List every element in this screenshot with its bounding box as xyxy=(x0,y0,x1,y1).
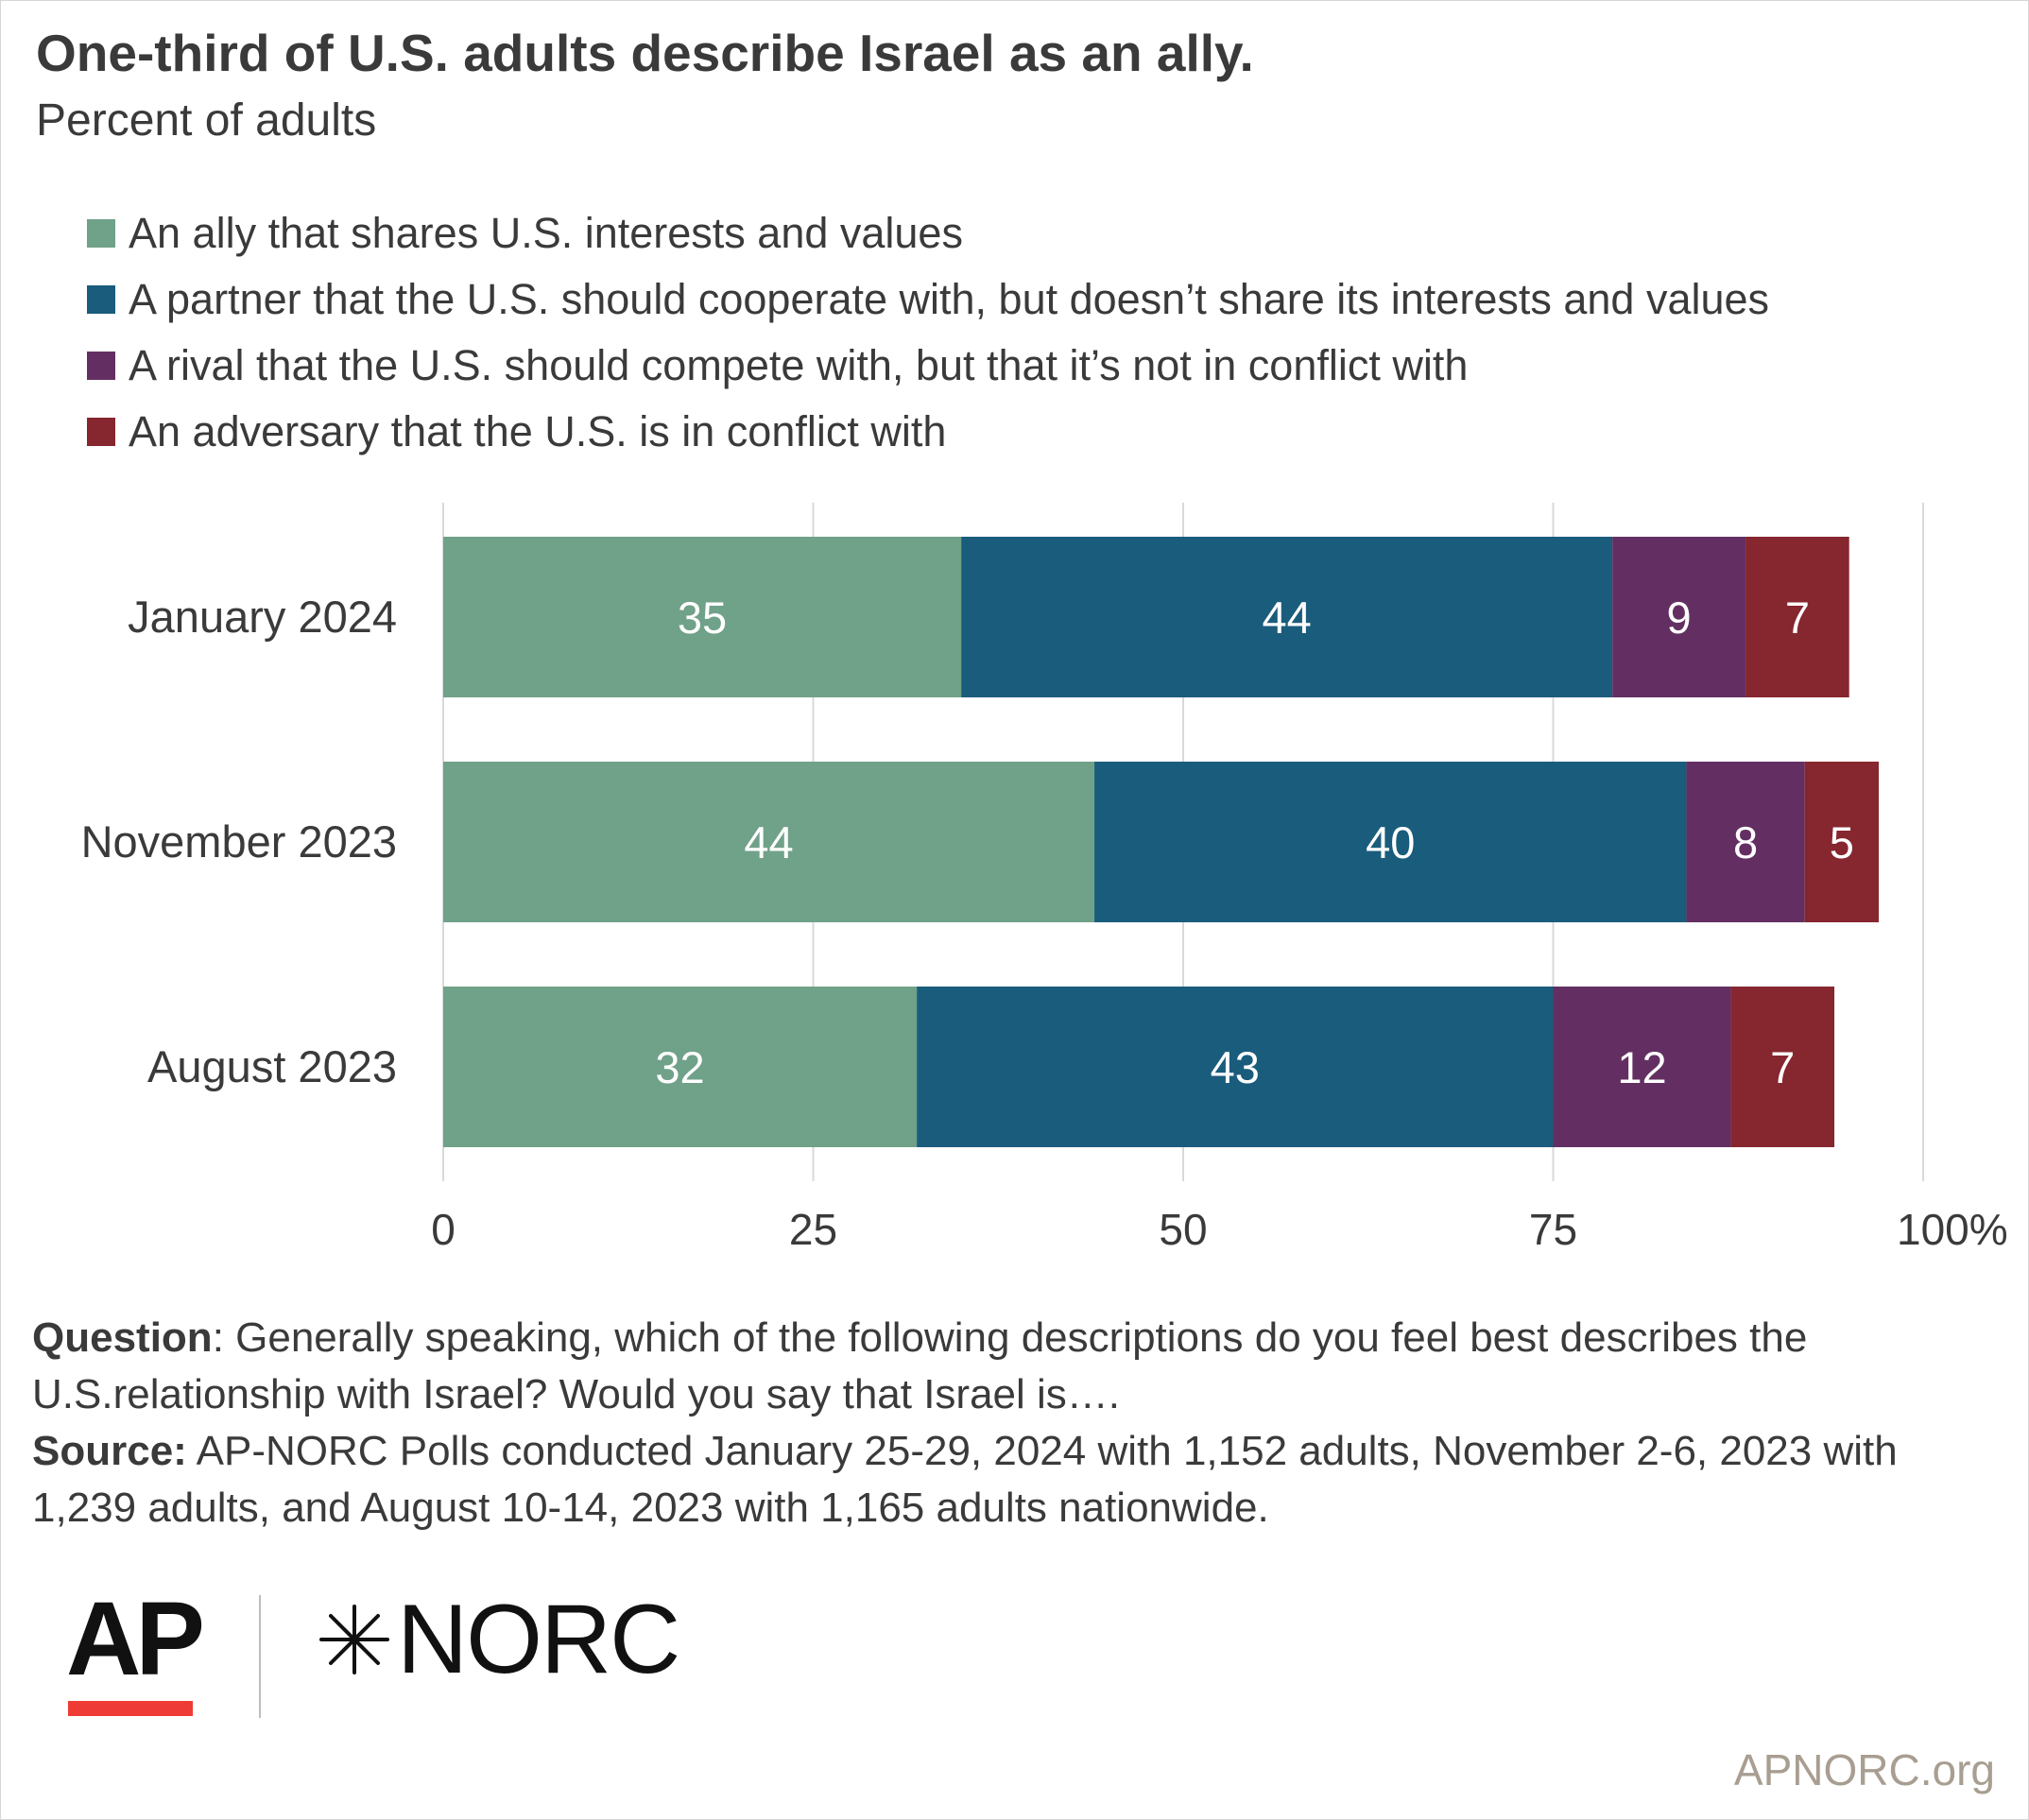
legend-item-adversary: An adversary that the U.S. is in conflic… xyxy=(87,399,1769,465)
data-label: 43 xyxy=(1211,1042,1260,1092)
data-label: 8 xyxy=(1733,817,1758,867)
chart-subtitle: Percent of adults xyxy=(36,95,377,146)
bar-segment xyxy=(1094,762,1687,922)
legend-label-partner: A partner that the U.S. should cooperate… xyxy=(129,275,1770,323)
data-label: 44 xyxy=(1262,592,1311,643)
data-label: 35 xyxy=(678,592,727,643)
legend-item-rival: A rival that the U.S. should compete wit… xyxy=(87,333,1769,399)
ap-logo: AP xyxy=(66,1581,205,1697)
bar-segment xyxy=(961,537,1613,697)
legend-item-partner: A partner that the U.S. should cooperate… xyxy=(87,266,1769,333)
data-label: 44 xyxy=(744,817,793,867)
legend-swatch-partner xyxy=(87,285,115,314)
data-label: 40 xyxy=(1366,817,1415,867)
data-label: 7 xyxy=(1770,1042,1795,1092)
x-tick-label: 50 xyxy=(1159,1205,1207,1254)
norc-logo-text: NORC xyxy=(397,1584,680,1694)
chart-title: One-third of U.S. adults describe Israel… xyxy=(36,24,1254,82)
category-label: August 2023 xyxy=(147,1041,397,1091)
legend-swatch-ally xyxy=(87,219,115,248)
category-label: January 2024 xyxy=(128,592,397,642)
bar-segment xyxy=(917,987,1554,1147)
x-tick-label: 25 xyxy=(789,1205,837,1254)
norc-star-icon xyxy=(319,1605,389,1674)
legend-item-ally: An ally that shares U.S. interests and v… xyxy=(87,200,1769,266)
x-tick-label: 75 xyxy=(1529,1205,1577,1254)
data-label: 9 xyxy=(1667,592,1692,643)
site-url: APNORC.org xyxy=(1733,1745,1995,1794)
x-tick-label: 0 xyxy=(431,1205,456,1254)
question-text: : Generally speaking, which of the follo… xyxy=(32,1314,1808,1417)
x-tick-label: 100% xyxy=(1897,1205,2008,1254)
legend-label-adversary: An adversary that the U.S. is in conflic… xyxy=(129,407,947,455)
data-label: 12 xyxy=(1617,1042,1666,1092)
question-label: Question xyxy=(32,1314,213,1361)
category-label: November 2023 xyxy=(81,816,397,867)
bar-segment xyxy=(1686,762,1805,922)
footnote: Question: Generally speaking, which of t… xyxy=(32,1310,1998,1537)
source-text: AP-NORC Polls conducted January 25-29, 2… xyxy=(32,1428,1898,1531)
data-label: 32 xyxy=(655,1042,704,1092)
legend-swatch-rival xyxy=(87,352,115,380)
legend-swatch-adversary xyxy=(87,418,115,446)
legend-label-ally: An ally that shares U.S. interests and v… xyxy=(129,209,963,257)
bar-segment xyxy=(1804,762,1880,922)
norc-logo: NORC xyxy=(318,1585,680,1694)
bar-segment xyxy=(443,987,918,1147)
data-label: 7 xyxy=(1785,592,1810,643)
bar-segment xyxy=(1612,537,1746,697)
source-note: Source: AP-NORC Polls conducted January … xyxy=(32,1423,1998,1537)
question-note: Question: Generally speaking, which of t… xyxy=(32,1310,1998,1423)
ap-logo-underline xyxy=(68,1701,193,1716)
stacked-bar-chart: January 2024 35 44 9 7 November 2023 44 40 8 5 Aug… xyxy=(81,503,2008,1254)
legend-label-rival: A rival that the U.S. should compete wit… xyxy=(129,341,1469,389)
bar-segment xyxy=(1553,987,1731,1147)
source-label: Source: xyxy=(32,1428,187,1474)
legend: An ally that shares U.S. interests and v… xyxy=(87,200,1769,465)
bar-segment xyxy=(1730,987,1835,1147)
logo-divider xyxy=(259,1595,261,1718)
data-label: 5 xyxy=(1830,817,1854,867)
bar-segment xyxy=(1745,537,1849,697)
bar-segment xyxy=(443,537,962,697)
bar-segment xyxy=(443,762,1095,922)
